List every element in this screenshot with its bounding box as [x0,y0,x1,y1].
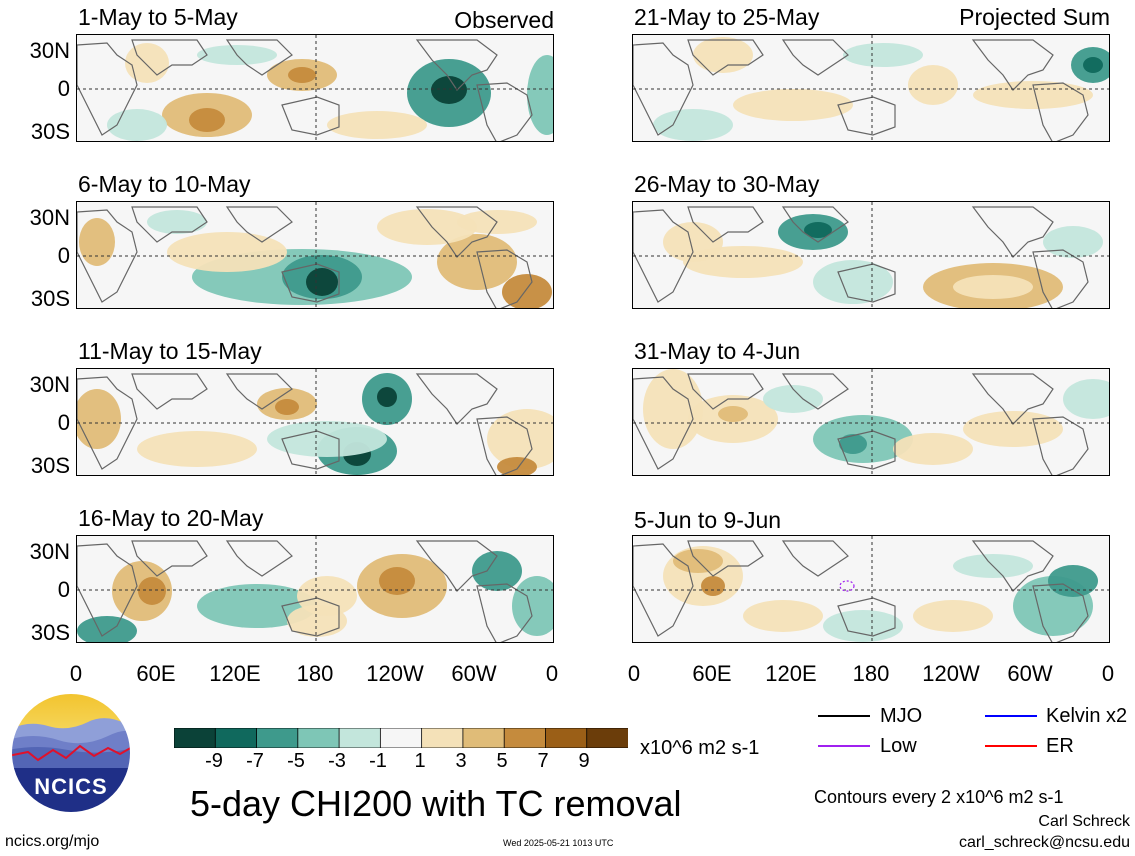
author: Carl Schreck [1038,813,1130,830]
lon-label: 120W [922,661,980,686]
chi200-map [632,535,1110,643]
colorbar-swatch [338,728,382,748]
chi200-map [632,201,1110,309]
chi200-map [632,34,1110,142]
lon-label: 0 [69,661,83,686]
lon-label: 60W [451,661,497,686]
legend-label: Kelvin x2 [1046,705,1128,727]
colorbar-label: -1 [369,750,387,772]
legend-swatch-low [818,745,870,747]
lat-label: 30N [29,38,70,63]
colorbar-label: -9 [205,750,223,772]
lat-label: 0 [57,577,70,602]
chi200-map [632,368,1110,476]
email: carl_schreck@ncsu.edu [959,834,1130,851]
lat-label: 30N [29,539,70,564]
lon-label: 120E [209,661,261,686]
panel-title: 21-May to 25-May [634,4,820,30]
colorbar-label: 5 [496,750,508,772]
chi200-map [76,535,554,643]
colorbar-swatch [214,728,258,748]
logo-text: NCICS [34,774,107,799]
website[interactable]: ncics.org/mjo [5,833,100,850]
ncics-logo: NCICS [8,690,134,816]
colorbar-swatches [174,728,628,748]
lon-label: 0 [545,661,559,686]
lon-label: 60W [1007,661,1053,686]
lat-label: 0 [57,410,70,435]
legend-swatch-kelvin [985,715,1037,717]
colorbar-label: 3 [455,750,467,772]
lon-label: 60E [136,661,176,686]
lon-label: 180 [296,661,334,686]
timestamp: Wed 2025-05-21 1013 UTC [503,838,614,848]
colorbar-units: x10^6 m2 s-1 [640,737,760,759]
colorbar-label: 9 [578,750,590,772]
legend-label: MJO [880,705,923,727]
colorbar-label: -5 [287,750,305,772]
panel-title: 6-May to 10-May [78,171,251,197]
lon-label: 120E [765,661,817,686]
lat-label: 30S [30,286,70,311]
panel-title: 5-Jun to 9-Jun [634,507,782,533]
lat-label: 30N [29,372,70,397]
panel-title: 1-May to 5-May [78,4,238,30]
panel-label: Observed [454,7,554,33]
lon-label: 120W [366,661,424,686]
lat-label: 30S [30,620,70,645]
lon-label: 0 [627,661,641,686]
colorbar-swatch [421,728,464,748]
chi200-map [76,201,554,309]
colorbar [174,728,628,748]
colorbar-label: -7 [246,750,264,772]
lat-label: 30S [30,453,70,478]
lon-label: 180 [852,661,890,686]
contour-note: Contours every 2 x10^6 m2 s-1 [814,787,1064,807]
colorbar-swatch [462,728,506,748]
colorbar-label: -3 [328,750,346,772]
colorbar-swatch [503,728,547,748]
lon-label: 0 [1101,661,1115,686]
colorbar-swatch [586,728,628,748]
lat-label: 30S [30,119,70,144]
panel-title: 16-May to 20-May [78,505,264,531]
panel-title: 11-May to 15-May [78,338,262,364]
colorbar-swatch [174,728,217,748]
colorbar-label: 1 [414,750,426,772]
lat-label: 0 [57,76,70,101]
chi200-map [76,34,554,142]
colorbar-swatch [297,728,340,748]
panel-title: 26-May to 30-May [634,171,820,197]
colorbar-label: 7 [537,750,549,772]
lat-label: 0 [57,243,70,268]
legend-label: ER [1046,735,1074,757]
main-title: 5-day CHI200 with TC removal [190,783,682,824]
panel-label: Projected Sum [959,4,1110,30]
colorbar-swatch [256,728,299,748]
lat-label: 30N [29,205,70,230]
colorbar-swatch [545,728,588,748]
lon-label: 60E [692,661,732,686]
panel-title: 31-May to 4-Jun [634,338,801,364]
chi200-map [76,368,554,476]
colorbar-swatch [379,728,423,748]
legend-swatch-er [985,745,1037,747]
legend-label: Low [880,735,917,757]
legend-swatch-mjo [818,715,870,717]
